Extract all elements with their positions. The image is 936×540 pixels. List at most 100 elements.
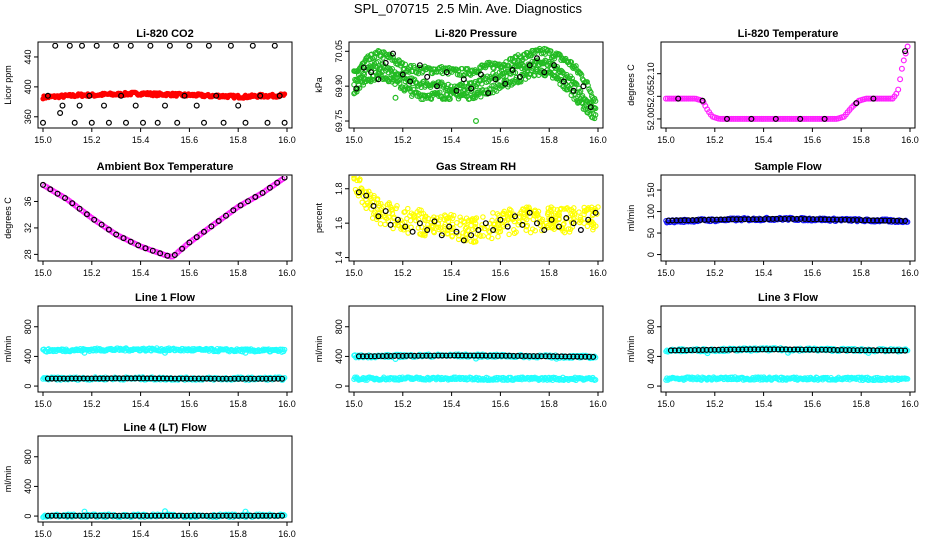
- gas-stream-rh-point: [490, 210, 496, 216]
- ambient-box-temperature-point: [113, 231, 120, 238]
- sample-flow-point: [693, 217, 700, 224]
- line-4-lt-flow-point: [120, 512, 127, 519]
- line-4-lt-flow-point: [76, 512, 83, 519]
- sample-flow-point: [861, 217, 868, 224]
- gas-stream-rh-point: [476, 232, 483, 238]
- gas-stream-rh-point: [450, 212, 457, 219]
- line-2-flow-point: [447, 352, 454, 359]
- li820-pressure-point: [453, 87, 460, 94]
- line-4-lt-flow-point: [72, 512, 79, 519]
- line-1-flow-point: [171, 375, 178, 382]
- gas-stream-rh-point: [576, 209, 582, 215]
- li820-co2-point: [52, 43, 59, 49]
- li820-temperature-point: [818, 115, 825, 122]
- gas-stream-rh-point: [353, 167, 357, 171]
- li820-co2-xtick-label: 15.6: [181, 135, 199, 145]
- line-1-flow-point: [76, 375, 83, 382]
- line-3-flow-point: [782, 346, 789, 353]
- line-3-flow-title: Line 3 Flow: [758, 292, 818, 304]
- line-3-flow-point: [794, 346, 801, 353]
- li820-pressure-point: [375, 76, 382, 83]
- li820-pressure-frame: [348, 41, 604, 129]
- line-1-flow-point: [255, 375, 262, 382]
- gas-stream-rh-point: [377, 221, 384, 227]
- gas-stream-rh-point: [473, 215, 480, 221]
- line-4-lt-flow-ylabel: ml/min: [3, 466, 13, 493]
- line-4-lt-flow-ytick-label: 800: [23, 449, 33, 464]
- line-1-flow-point: [151, 377, 157, 383]
- gas-stream-rh-frame: [348, 174, 604, 262]
- line-4-lt-flow-point: [195, 512, 202, 519]
- li820-pressure-ytick-label: 70.05: [334, 40, 344, 63]
- line-1-flow-point: [100, 375, 107, 382]
- sample-flow-point: [793, 215, 800, 222]
- line-4-lt-flow-point: [191, 512, 198, 519]
- li820-temperature-point: [677, 95, 684, 102]
- sample-flow-point: [805, 216, 812, 223]
- ambient-box-temperature-xtick-label: 15.8: [229, 268, 247, 278]
- gas-stream-rh-point: [382, 208, 389, 215]
- gas-stream-rh-point: [448, 211, 454, 218]
- gas-stream-rh-ytick-label: 1.6: [334, 217, 344, 230]
- line-2-flow-point: [455, 352, 462, 359]
- line-2-flow-point: [367, 353, 374, 360]
- line-1-flow-point: [68, 375, 75, 382]
- line-4-lt-flow-point: [203, 512, 210, 519]
- gas-stream-rh-point: [490, 227, 497, 234]
- line-1-flow-ytick-label: 0: [23, 384, 33, 389]
- li820-pressure-point: [399, 71, 406, 78]
- li820-co2-series-1: [39, 43, 288, 126]
- gas-stream-rh-point: [495, 233, 501, 240]
- li820-temperature-point: [812, 115, 819, 122]
- li820-temperature-ytick-label: 52.05: [646, 85, 656, 108]
- line-1-flow-point: [88, 375, 95, 382]
- sample-flow-point: [697, 216, 704, 223]
- li820-temperature-point: [874, 95, 881, 102]
- gas-stream-rh-point: [366, 194, 373, 200]
- line-3-flow-xtick-label: 15.6: [804, 399, 822, 409]
- li820-temperature-point: [745, 115, 752, 122]
- li820-co2-plot-area: [39, 43, 288, 126]
- li820-co2-point: [242, 119, 249, 126]
- li820-co2-point: [154, 119, 161, 126]
- gas-stream-rh-point: [444, 231, 451, 237]
- line-1-flow-point: [259, 375, 266, 382]
- li820-temperature-series-1: [675, 48, 909, 122]
- sample-flow-xtick-label: 16.0: [901, 268, 919, 278]
- line-1-flow-point: [247, 375, 254, 382]
- li820-pressure-point: [580, 83, 587, 90]
- gas-stream-rh-point: [374, 196, 381, 202]
- li820-pressure-ylabel: kPa: [314, 77, 324, 93]
- li820-temperature-point: [797, 115, 804, 122]
- line-3-flow-point: [826, 346, 833, 353]
- gas-stream-rh-point: [394, 203, 400, 209]
- li820-co2-frame: [37, 41, 293, 129]
- li820-co2-point: [127, 43, 134, 49]
- li820-pressure-point: [516, 73, 523, 80]
- li820-pressure-point: [570, 87, 577, 94]
- line-3-flow-point: [711, 346, 718, 353]
- gas-stream-rh-point: [355, 189, 362, 196]
- ambient-box-temperature-ytick-label: 28: [23, 249, 33, 259]
- gas-stream-rh-point: [382, 221, 388, 228]
- sample-flow-point: [725, 216, 732, 223]
- line-2-flow-point: [506, 352, 513, 359]
- line-2-flow-point: [407, 352, 414, 359]
- ambient-box-temperature-point: [230, 207, 237, 214]
- li820-co2-point: [71, 119, 78, 126]
- line-2-flow-point: [463, 352, 470, 359]
- gas-stream-rh-point: [393, 205, 399, 212]
- sample-flow-ytick-label: 50: [646, 228, 656, 238]
- line-3-flow-point: [671, 347, 678, 354]
- gas-stream-rh-point: [494, 211, 501, 217]
- gas-stream-rh-point: [508, 207, 514, 214]
- line-2-flow-point: [371, 353, 378, 360]
- line-3-flow-point: [878, 347, 885, 354]
- li820-pressure-point: [447, 96, 453, 102]
- line-3-flow-ylabel: ml/min: [626, 336, 636, 363]
- sample-flow-point: [882, 217, 889, 224]
- line-4-lt-flow-point: [247, 512, 254, 519]
- li820-pressure-point: [368, 69, 375, 76]
- line-4-lt-flow-point: [152, 512, 159, 519]
- ambient-box-temperature-xtick-label: 15.2: [83, 268, 101, 278]
